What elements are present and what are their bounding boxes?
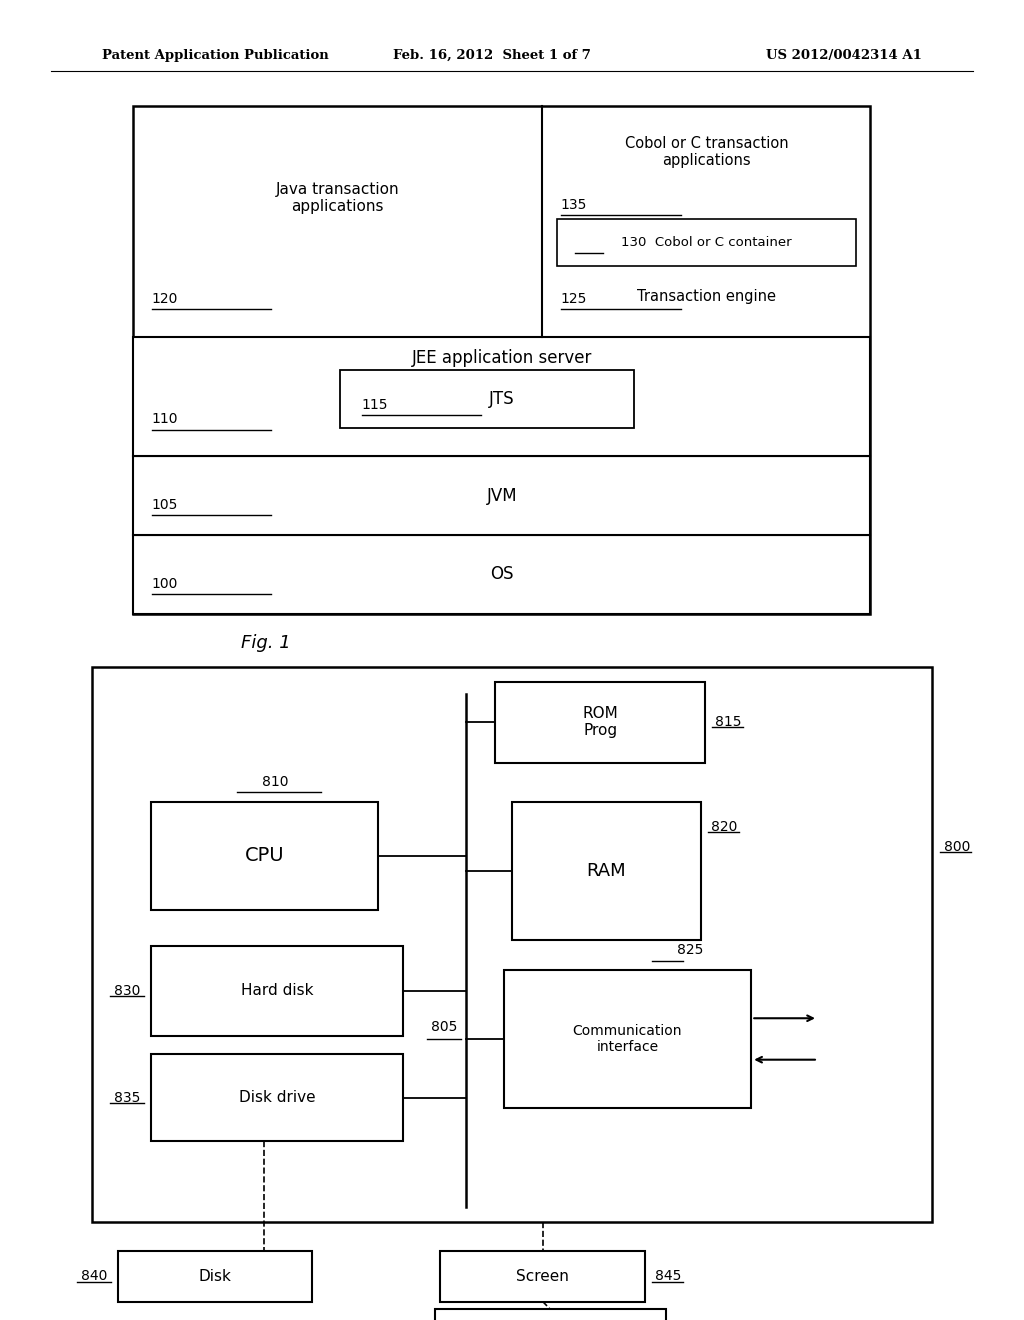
Bar <box>512 801 700 940</box>
Bar <box>435 1309 666 1320</box>
Bar <box>496 681 706 763</box>
Bar <box>151 946 402 1036</box>
Text: 845: 845 <box>655 1270 682 1283</box>
Text: 810: 810 <box>262 775 289 788</box>
Text: Hard disk: Hard disk <box>241 983 313 998</box>
Bar <box>118 1251 312 1302</box>
Text: Screen: Screen <box>516 1269 569 1284</box>
Bar <box>440 1251 645 1302</box>
Text: 100: 100 <box>152 577 178 590</box>
Text: RAM: RAM <box>587 862 627 880</box>
Text: Disk drive: Disk drive <box>239 1090 315 1105</box>
Text: Disk: Disk <box>199 1269 231 1284</box>
Bar <box>133 457 870 535</box>
Bar <box>133 535 870 614</box>
Text: US 2012/0042314 A1: US 2012/0042314 A1 <box>766 49 922 62</box>
Bar <box>133 106 870 614</box>
Text: 105: 105 <box>152 498 178 512</box>
Text: Communication
interface: Communication interface <box>572 1024 682 1055</box>
Bar <box>504 970 752 1107</box>
Bar <box>340 370 635 428</box>
Bar <box>133 337 870 457</box>
Text: 120: 120 <box>152 292 178 305</box>
Text: Java transaction
applications: Java transaction applications <box>275 182 399 214</box>
Bar <box>92 667 932 1222</box>
Text: JEE application server: JEE application server <box>412 350 592 367</box>
Text: Cobol or C transaction
applications: Cobol or C transaction applications <box>625 136 788 168</box>
Text: 135: 135 <box>561 198 587 213</box>
Bar <box>557 219 856 267</box>
Text: 820: 820 <box>711 820 737 834</box>
Text: ROM
Prog: ROM Prog <box>583 706 618 738</box>
Text: 840: 840 <box>81 1270 108 1283</box>
Text: 830: 830 <box>115 983 140 998</box>
Text: 825: 825 <box>677 942 703 957</box>
Text: 115: 115 <box>361 397 388 412</box>
Text: Transaction engine: Transaction engine <box>637 289 776 304</box>
Text: 125: 125 <box>561 292 587 305</box>
Text: 130  Cobol or C container: 130 Cobol or C container <box>621 236 792 249</box>
Text: 805: 805 <box>431 1020 458 1034</box>
Text: 800: 800 <box>944 840 971 854</box>
Bar <box>151 801 378 909</box>
Text: OS: OS <box>490 565 513 583</box>
Bar <box>151 1053 402 1140</box>
Text: Fig. 1: Fig. 1 <box>241 634 291 652</box>
Text: 815: 815 <box>716 715 741 729</box>
Text: Patent Application Publication: Patent Application Publication <box>102 49 329 62</box>
Text: JVM: JVM <box>486 487 517 504</box>
Text: Feb. 16, 2012  Sheet 1 of 7: Feb. 16, 2012 Sheet 1 of 7 <box>392 49 591 62</box>
Text: 110: 110 <box>152 412 178 426</box>
Text: JTS: JTS <box>488 391 515 408</box>
Text: CPU: CPU <box>245 846 284 866</box>
Text: 835: 835 <box>115 1090 140 1105</box>
